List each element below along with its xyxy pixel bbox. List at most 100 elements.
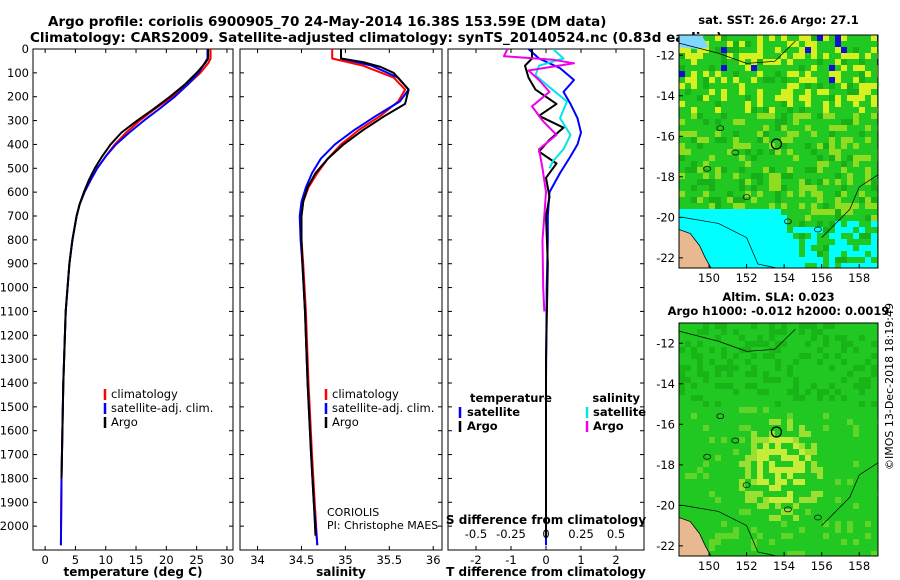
map-cell <box>787 191 793 197</box>
map-cell <box>751 251 757 257</box>
map-cell <box>805 341 811 347</box>
map-cell <box>787 473 793 479</box>
map-cell <box>715 239 721 245</box>
map-cell <box>853 119 859 125</box>
map-cell <box>757 173 763 179</box>
series-group <box>503 49 582 546</box>
map-cell <box>733 209 739 215</box>
map-cell <box>679 119 685 125</box>
map-cell <box>823 389 829 395</box>
map-cell <box>829 77 835 83</box>
map-cell <box>835 35 841 41</box>
map-cell <box>763 437 769 443</box>
map-cell <box>751 257 757 263</box>
map-cell <box>733 527 739 533</box>
series-line-salinity-satellite <box>534 49 572 169</box>
map-cell <box>703 323 709 329</box>
map-cell <box>871 551 877 556</box>
map-cell <box>751 173 757 179</box>
map-cell <box>709 347 715 353</box>
map-cell <box>829 125 835 131</box>
map-cell <box>847 227 853 233</box>
map-cell <box>775 419 781 425</box>
map-cell <box>799 263 805 268</box>
map-cell <box>841 167 847 173</box>
map-cell <box>703 95 709 101</box>
map-cell <box>745 143 751 149</box>
map-cell <box>817 257 823 263</box>
map-cell <box>739 263 745 268</box>
map-cell <box>715 197 721 203</box>
map-cell <box>787 83 793 89</box>
map-cell <box>805 95 811 101</box>
map-cell <box>763 245 769 251</box>
map-cell <box>793 41 799 47</box>
map-cell <box>769 263 775 268</box>
map-cell <box>769 419 775 425</box>
map-cell <box>787 425 793 431</box>
map-cell <box>871 179 877 185</box>
map-cell <box>703 371 709 377</box>
map-cell <box>739 335 745 341</box>
map-cell <box>829 113 835 119</box>
map-cell <box>745 221 751 227</box>
map-cell <box>751 107 757 113</box>
map-cell <box>775 95 781 101</box>
map-cell <box>769 35 775 41</box>
x-axis-label: T difference from climatology <box>446 565 646 579</box>
map-cell <box>757 131 763 137</box>
map-cell <box>739 83 745 89</box>
map-cell <box>703 233 709 239</box>
map-cell <box>685 149 691 155</box>
map-cell <box>739 233 745 239</box>
map-cell <box>799 107 805 113</box>
map-cell <box>781 509 787 515</box>
map-cell <box>811 257 817 263</box>
map-cell <box>781 497 787 503</box>
map-cell <box>763 455 769 461</box>
map-cell <box>853 425 859 431</box>
map-cell <box>829 251 835 257</box>
map-cell <box>787 263 793 268</box>
map-cell <box>799 35 805 41</box>
map-cell <box>745 473 751 479</box>
map-cell <box>721 251 727 257</box>
map-cell <box>727 149 733 155</box>
map-cell <box>817 251 823 257</box>
map-cell <box>793 83 799 89</box>
map-cell <box>793 245 799 251</box>
map-cell <box>757 449 763 455</box>
map-cell <box>685 47 691 53</box>
map-cell <box>733 365 739 371</box>
map-cell <box>841 347 847 353</box>
reef-outline <box>716 413 725 420</box>
map-cell <box>835 227 841 233</box>
map-cell <box>745 215 751 221</box>
map-cell <box>865 83 871 89</box>
map-cell <box>829 395 835 401</box>
map-cell <box>865 173 871 179</box>
map-cell <box>775 341 781 347</box>
map-cell <box>799 527 805 533</box>
map-cell <box>769 113 775 119</box>
map-cell <box>715 533 721 539</box>
map-cell <box>697 167 703 173</box>
map-cell <box>745 101 751 107</box>
map-cell <box>841 35 847 41</box>
map-cell <box>715 167 721 173</box>
map-cell <box>679 65 685 71</box>
map-cell <box>679 209 685 215</box>
map-cell <box>847 521 853 527</box>
map-cell <box>751 407 757 413</box>
map-cell <box>733 173 739 179</box>
map-cell <box>835 221 841 227</box>
map-cell <box>811 227 817 233</box>
map-cell <box>793 359 799 365</box>
y-tick-label: -16 <box>656 129 675 143</box>
map-cell <box>703 215 709 221</box>
y-tick-label: 200 <box>7 90 29 104</box>
map-cell <box>787 497 793 503</box>
map-cell <box>757 461 763 467</box>
map-cell <box>763 479 769 485</box>
map-cell <box>841 83 847 89</box>
